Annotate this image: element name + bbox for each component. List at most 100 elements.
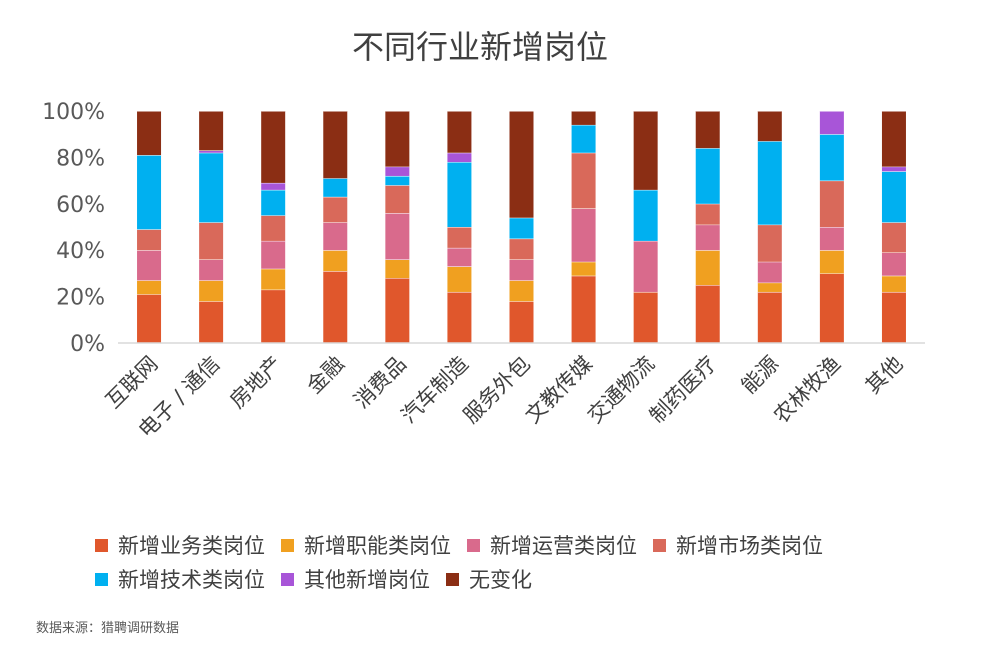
legend-label: 新增市场类岗位: [676, 534, 823, 558]
x-tick-label: 金融: [302, 352, 349, 399]
legend-swatch: [281, 572, 294, 586]
legend-item: 新增职能类岗位: [281, 530, 451, 560]
legend-label: 新增职能类岗位: [304, 534, 451, 558]
bar-segment: [199, 259, 224, 281]
bar-segment: [323, 222, 348, 251]
bar-segment: [757, 261, 782, 283]
bar-segment: [819, 227, 844, 251]
chart-title: 不同行业新增岗位: [351, 28, 608, 66]
bar-segment: [385, 111, 410, 167]
bar-segment: [695, 148, 720, 204]
legend-swatch: [281, 538, 294, 552]
bar-segment: [385, 166, 410, 176]
legend-swatch: [653, 538, 666, 552]
legend-swatch: [95, 538, 108, 552]
x-tick-label: 房地产: [225, 352, 287, 414]
bar-segment: [447, 162, 472, 227]
legend-swatch: [446, 572, 459, 586]
bar-segment: [695, 250, 720, 285]
bar-segment: [137, 229, 162, 251]
legend-item: 其他新增岗位: [281, 564, 430, 594]
bar-segment: [385, 259, 410, 279]
bar-segment: [881, 111, 906, 167]
bar-segment: [447, 247, 472, 267]
x-tick-label: 汽车制造: [397, 352, 473, 428]
bar-segment: [695, 224, 720, 251]
bar-segment: [633, 240, 658, 292]
bar-segment: [385, 175, 410, 186]
x-tick-label: 消费品: [349, 352, 411, 414]
bar-segment: [323, 271, 348, 343]
x-tick-label: 其他: [861, 352, 908, 399]
legend-row-1: 新增业务类岗位 新增职能类岗位 新增运营类岗位 新增市场类岗位: [95, 528, 935, 562]
legend-item: 新增技术类岗位: [95, 564, 265, 594]
legend-item: 新增运营类岗位: [467, 530, 637, 560]
bar-segment: [571, 261, 596, 276]
bar-segment: [819, 111, 844, 135]
bar-segment: [757, 282, 782, 292]
bar-segment: [571, 152, 596, 209]
x-tick-label: 服务外包: [459, 352, 535, 428]
legend-label: 新增技术类岗位: [118, 568, 265, 592]
legend-swatch: [95, 572, 108, 586]
bar-segment: [199, 301, 224, 343]
x-tick-label: 互联网: [101, 352, 163, 414]
bar-segment: [199, 152, 224, 223]
bar-segment: [509, 301, 534, 343]
x-tick-label: 文教传媒: [521, 352, 597, 428]
x-tick-label: 交通物流: [583, 352, 659, 428]
y-tick-label: 100%: [42, 100, 105, 125]
bar-segment: [261, 189, 286, 216]
bar-segment: [509, 217, 534, 239]
bar-segment: [199, 111, 224, 151]
bar-segment: [757, 224, 782, 262]
bar-segment: [385, 185, 410, 214]
bar-segment: [261, 182, 286, 190]
bar-segment: [633, 111, 658, 190]
bar-segment: [261, 268, 286, 290]
bar-segment: [881, 252, 906, 276]
bar-segment: [137, 294, 162, 343]
bar-segment: [819, 134, 844, 181]
bar-segment: [447, 266, 472, 292]
bar-segment: [509, 259, 534, 281]
legend-label: 新增运营类岗位: [490, 534, 637, 558]
x-tick-label: 能源: [737, 352, 784, 399]
y-tick-label: 40%: [56, 239, 105, 264]
bar-segment: [819, 180, 844, 227]
bar-segment: [881, 166, 906, 172]
y-tick-label: 60%: [56, 193, 105, 218]
bar-segment: [695, 111, 720, 149]
bar-segment: [447, 227, 472, 248]
bar-segment: [509, 238, 534, 260]
bar-segment: [695, 203, 720, 225]
bar-segment: [571, 208, 596, 262]
x-tick-label: 农林牧渔: [769, 352, 845, 428]
y-tick-label: 20%: [56, 286, 105, 311]
bar-segment: [695, 285, 720, 343]
legend-label: 无变化: [469, 568, 532, 592]
legend-item: 无变化: [446, 564, 532, 594]
bar-segment: [819, 250, 844, 274]
legend-row-2: 新增技术类岗位 其他新增岗位 无变化: [95, 562, 935, 596]
bar-segment: [323, 111, 348, 179]
bar-segment: [509, 280, 534, 302]
bar-segment: [199, 222, 224, 260]
bar-segment: [261, 289, 286, 343]
bar-segment: [323, 178, 348, 197]
bar-segment: [447, 152, 472, 163]
bar-segment: [137, 280, 162, 295]
y-tick-label: 80%: [56, 146, 105, 171]
bar-segment: [261, 240, 286, 269]
bar-segment: [137, 250, 162, 281]
bar-segment: [571, 124, 596, 153]
bar-segment: [323, 196, 348, 223]
bar-segment: [881, 171, 906, 223]
chart-legend: 新增业务类岗位 新增职能类岗位 新增运营类岗位 新增市场类岗位 新增技术类岗位 …: [95, 528, 935, 596]
legend-item: 新增市场类岗位: [653, 530, 823, 560]
legend-swatch: [467, 538, 480, 552]
bar-segment: [447, 111, 472, 153]
bar-segment: [881, 222, 906, 253]
bar-segment: [571, 275, 596, 343]
